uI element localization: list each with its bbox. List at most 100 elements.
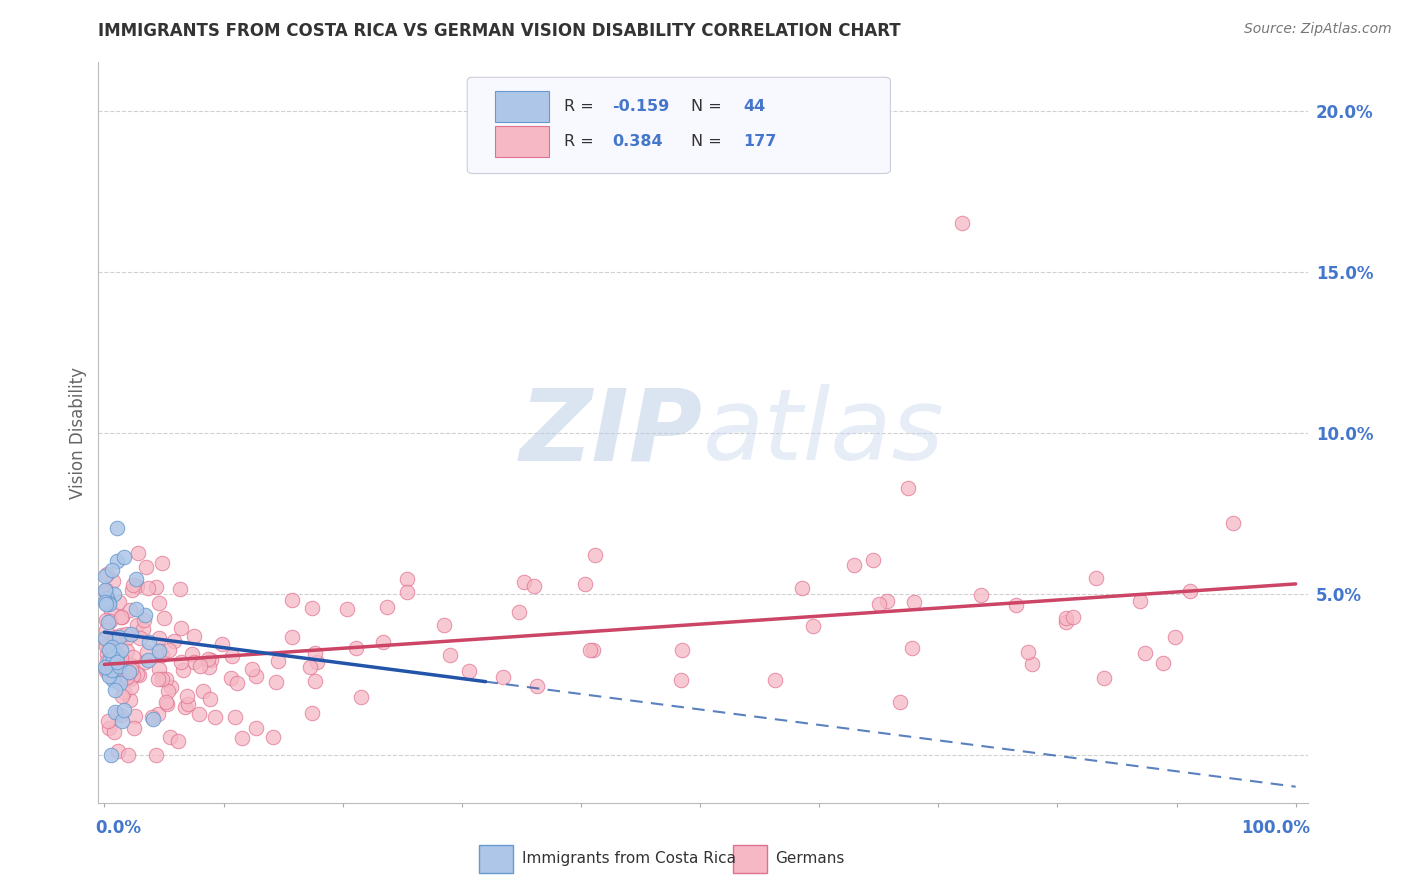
Point [336,602,359,616]
Point [181,648,204,662]
Point [1135,646,1157,660]
FancyBboxPatch shape [479,845,513,873]
Point [579,643,602,657]
Point [371,635,394,649]
Point [98,642,121,657]
Point [1092,671,1115,685]
Point [145,747,167,762]
Text: R =: R = [564,134,599,149]
Point [1017,644,1039,658]
Point [122,578,145,592]
Point [96,662,118,676]
Point [94,613,117,627]
Point [526,679,548,693]
Point [94,664,117,678]
Point [103,724,125,739]
Point [138,634,160,648]
Point [148,707,170,722]
Point [170,655,193,669]
Point [94,583,117,598]
Point [110,643,132,657]
Point [204,710,226,724]
Point [107,594,129,608]
Text: N =: N = [690,134,727,149]
Point [177,698,200,712]
Point [97,655,120,669]
Point [197,652,219,666]
Point [439,648,461,663]
Point [150,556,173,570]
Point [159,730,181,744]
Point [96,655,118,669]
Point [136,581,159,595]
Point [132,623,155,637]
Text: N =: N = [690,99,727,114]
Point [120,603,142,617]
Text: 0.0%: 0.0% [96,820,142,838]
Point [94,659,117,673]
Point [94,623,117,637]
Point [138,653,160,667]
Point [125,618,148,632]
Point [111,714,134,729]
Point [267,654,290,668]
Point [107,655,129,669]
Point [121,582,143,597]
Point [245,721,267,735]
Point [150,673,173,687]
Point [98,669,121,683]
Point [100,747,122,762]
Point [148,596,170,610]
Point [157,683,180,698]
Text: Source: ZipAtlas.com: Source: ZipAtlas.com [1244,22,1392,37]
Point [513,575,536,590]
Point [433,618,456,632]
Point [96,661,118,675]
Point [280,593,302,607]
Point [98,641,121,656]
Point [120,680,142,694]
Point [104,630,127,644]
Point [224,710,246,724]
Y-axis label: Vision Disability: Vision Disability [69,367,87,499]
Point [1054,615,1077,630]
Point [155,694,177,708]
Point [134,607,156,622]
Text: 0.384: 0.384 [613,134,664,149]
Point [183,629,205,643]
Point [103,642,125,657]
Point [111,689,134,703]
Point [1222,516,1244,531]
Point [96,647,118,661]
Point [868,597,890,611]
Point [163,634,186,648]
FancyBboxPatch shape [495,91,550,122]
Point [801,619,824,633]
Point [134,614,156,628]
Text: atlas: atlas [703,384,945,481]
Point [94,631,117,645]
Point [115,644,138,658]
FancyBboxPatch shape [467,78,890,173]
Point [583,548,606,562]
Point [118,665,141,679]
Point [105,667,128,681]
Point [582,643,605,657]
Point [897,481,920,495]
Point [103,574,125,588]
Point [174,700,197,714]
Point [669,673,692,687]
Point [231,731,253,745]
Point [457,664,479,678]
Point [842,558,865,573]
Point [110,628,132,642]
Point [98,615,121,629]
Point [492,670,515,684]
Point [94,639,117,653]
Point [112,684,135,698]
Point [103,650,125,665]
Point [97,596,120,610]
Point [574,577,596,591]
Text: ZIP: ZIP [520,384,703,481]
Point [1152,656,1174,670]
